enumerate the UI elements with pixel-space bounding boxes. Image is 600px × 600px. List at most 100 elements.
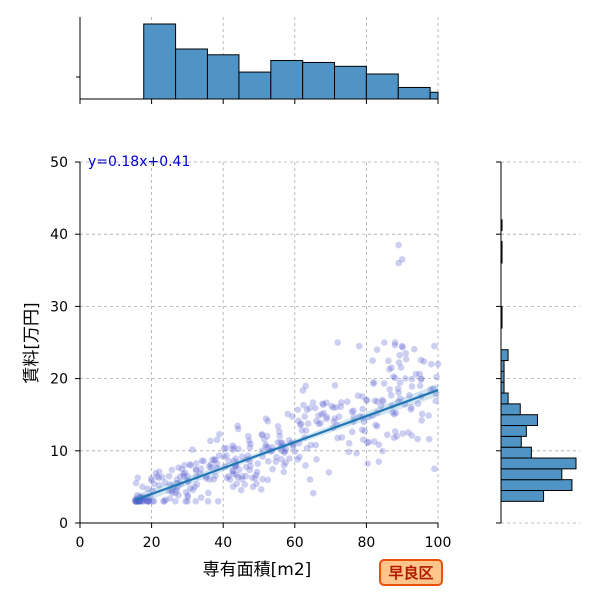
scatter-point [223, 474, 231, 482]
scatter-point [309, 399, 317, 406]
scatter-point [262, 443, 270, 451]
scatter-point [335, 413, 343, 421]
regression-equation-label: y=0.18x+0.41 [88, 154, 190, 170]
scatter-point [143, 498, 151, 505]
scatter-point [362, 396, 370, 404]
y-tick-label: 20 [50, 372, 68, 388]
y-tick-label: 0 [59, 516, 68, 532]
scatter-point [431, 342, 438, 350]
scatter-point [249, 483, 257, 491]
top-marginal-histogram [76, 17, 439, 104]
scatter-point [269, 465, 276, 473]
scatter-point [184, 498, 191, 505]
scatter-point [307, 441, 315, 449]
scatter-point [299, 387, 307, 394]
top-hist-bar [175, 48, 208, 100]
x-tick-label: 0 [76, 535, 85, 551]
scatter-point [202, 475, 210, 482]
scatter-point [407, 406, 415, 413]
scatter-point [238, 453, 246, 460]
scatter-point [364, 460, 371, 467]
scatter-point [223, 444, 230, 452]
scatter-point [236, 466, 243, 473]
top-hist-bar [206, 54, 240, 100]
scatter-point [150, 497, 158, 505]
scatter-point [345, 448, 353, 456]
scatter-point [315, 412, 322, 419]
scatter-point [160, 498, 167, 505]
scatter-point [330, 404, 337, 412]
scatter-point [353, 449, 360, 457]
scatter-point [364, 439, 371, 447]
scatter-point [280, 468, 288, 476]
scatter-point [425, 412, 432, 419]
scatter-point [397, 364, 405, 371]
top-hist-bar [238, 71, 272, 100]
scatter-point [213, 460, 221, 468]
scatter-point [372, 421, 379, 429]
scatter-point [420, 358, 428, 365]
scatter-point [184, 493, 192, 501]
scatter-point [229, 467, 237, 475]
scatter-point [169, 489, 176, 496]
scatter-point [189, 446, 196, 453]
scatter-point [187, 484, 194, 492]
scatter-point [149, 498, 156, 505]
scatter-point [289, 413, 296, 420]
scatter-point [355, 342, 363, 350]
scatter-point [416, 370, 423, 378]
scatter-point [393, 432, 401, 440]
scatter-point [309, 489, 317, 497]
scatter-point [238, 472, 246, 480]
scatter-point [184, 472, 191, 480]
scatter-point [234, 425, 242, 433]
scatter-point [155, 468, 163, 476]
scatter-point [282, 459, 289, 467]
scatter-point [433, 373, 440, 381]
scatter-point [375, 441, 383, 448]
scatter-point [233, 480, 241, 488]
scatter-point [318, 411, 325, 418]
scatter-point [277, 439, 284, 446]
x-axis-label: 専有面積[m2] [203, 560, 312, 580]
x-tick-label: 80 [357, 535, 375, 551]
axes [75, 161, 439, 528]
scatter-point [139, 483, 146, 491]
scatter-point [210, 476, 218, 483]
scatter-point [418, 410, 426, 418]
scatter-point [238, 475, 246, 483]
y-tick-label: 30 [50, 299, 68, 315]
scatter-point [390, 373, 397, 380]
scatter-point [246, 444, 254, 451]
scatter-point [302, 462, 309, 469]
scatter-point [132, 479, 140, 487]
scatter-point [289, 443, 297, 451]
scatter-point [350, 407, 357, 415]
y-tick-label: 10 [50, 444, 68, 460]
scatter-point [225, 457, 233, 465]
scatter-point [155, 474, 163, 482]
scatter-point [402, 375, 409, 382]
scatter-point [212, 472, 219, 480]
scatter-point [176, 473, 184, 480]
right-hist-bar [500, 414, 538, 427]
scatter-point [298, 427, 306, 434]
scatter-point [168, 466, 176, 474]
scatter-point [312, 441, 320, 449]
scatter-point [337, 399, 345, 406]
scatter-point [264, 417, 272, 425]
scatter-point [230, 470, 237, 478]
scatter-point [323, 399, 330, 407]
scatter-point [175, 491, 182, 499]
scatter-point [278, 439, 286, 447]
scatter-point [276, 432, 284, 440]
scatter-point [348, 428, 356, 436]
scatter-point [303, 406, 311, 414]
scatter-point [192, 467, 200, 474]
scatter-point [161, 479, 169, 486]
scatter-point [225, 473, 232, 480]
scatter-point [258, 431, 266, 439]
scatter-point [264, 458, 272, 465]
scatter-point [180, 470, 188, 478]
scatter-point [405, 392, 413, 399]
